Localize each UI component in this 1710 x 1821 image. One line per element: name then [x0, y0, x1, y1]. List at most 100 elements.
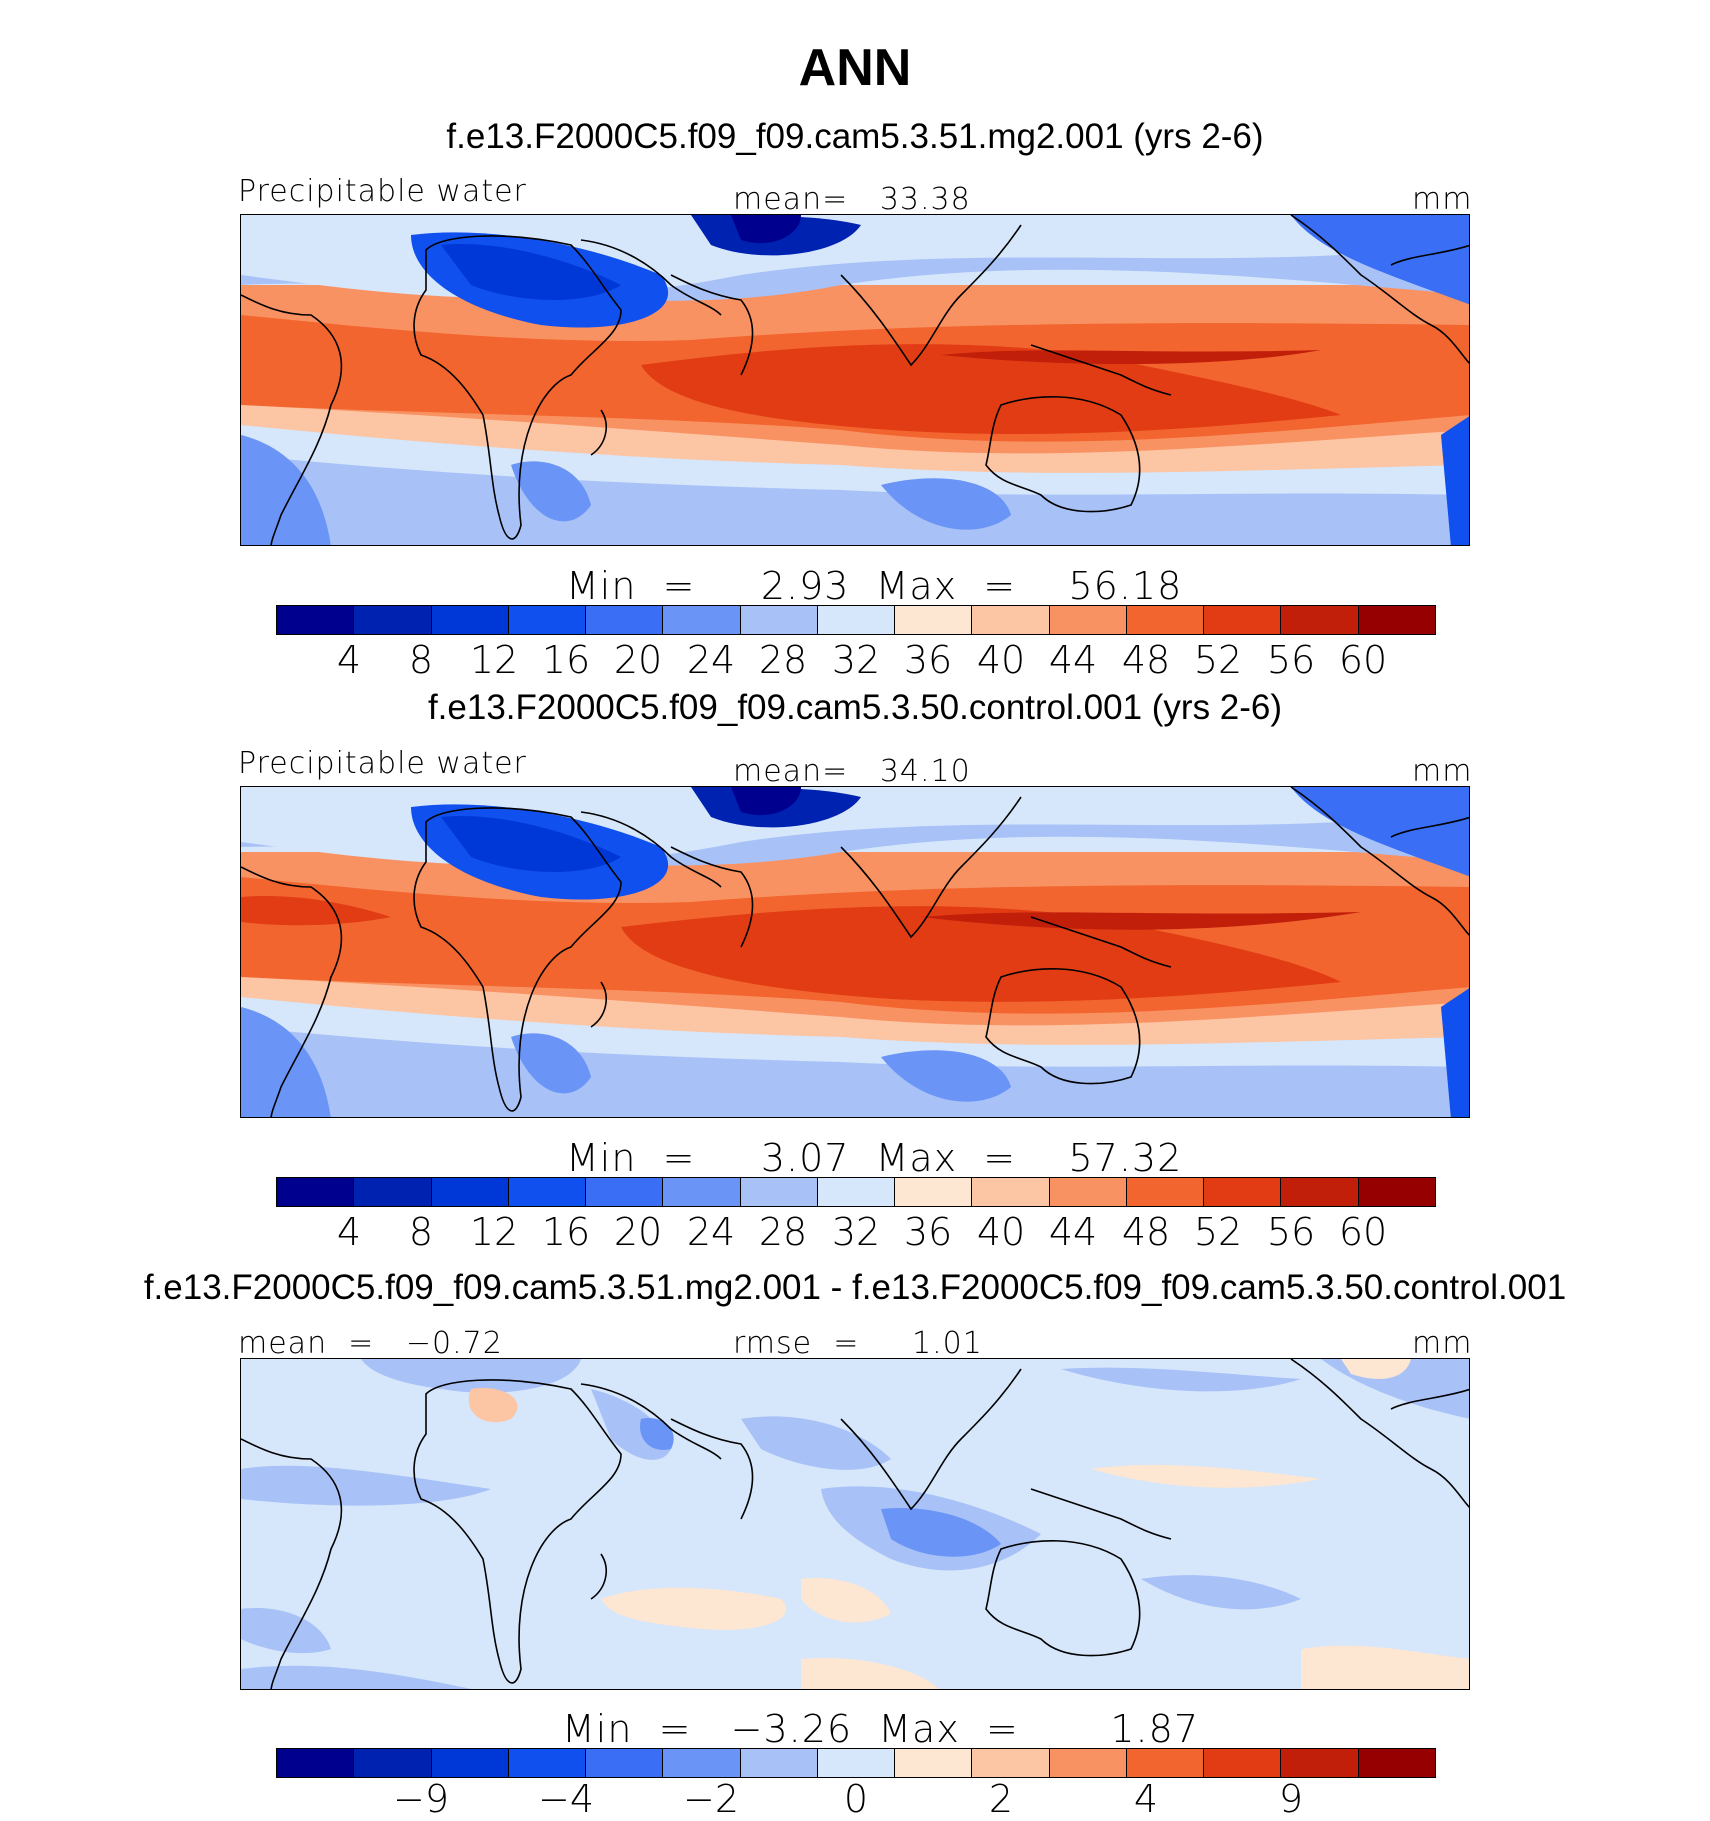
colorbar-tick: −9 [392, 1777, 450, 1821]
panel-1-colorbar [276, 605, 1436, 635]
panel-3-colorbar [276, 1748, 1436, 1778]
panel-2-variable-label: Precipitable water [238, 746, 527, 781]
colorbar-tick: 20 [613, 638, 663, 682]
panel-2-mean-label: mean= 34.10 [733, 754, 971, 789]
colorbar-tick: 4 [336, 638, 362, 682]
colorbar-swatch [1358, 1178, 1435, 1206]
colorbar-tick: 52 [1193, 638, 1243, 682]
colorbar-swatch [277, 606, 355, 634]
panel-2-minmax: Min = 3.07 Max = 57.32 [566, 1136, 1183, 1180]
colorbar-tick: −2 [682, 1777, 740, 1821]
colorbar-tick: 56 [1266, 1210, 1316, 1254]
colorbar-tick: 52 [1193, 1210, 1243, 1254]
colorbar-swatch [1049, 606, 1127, 634]
panel-1-units-label: mm [1412, 182, 1473, 217]
colorbar-swatch [277, 1178, 355, 1206]
colorbar-swatch [1358, 606, 1435, 634]
panel-2-run-title: f.e13.F2000C5.f09_f09.cam5.3.50.control.… [427, 688, 1283, 727]
colorbar-tick: 56 [1266, 638, 1316, 682]
colorbar-swatch [586, 1178, 664, 1206]
panel-3-mean-label: mean = −0.72 [238, 1326, 503, 1361]
colorbar-tick: 28 [758, 638, 808, 682]
colorbar-tick: 40 [976, 638, 1026, 682]
panel-2-units-label: mm [1412, 754, 1473, 789]
colorbar-swatch [1126, 1749, 1205, 1777]
panel-1-map [240, 214, 1470, 546]
colorbar-swatch [1281, 606, 1359, 634]
colorbar-tick: 2 [988, 1777, 1014, 1821]
colorbar-swatch [1358, 1749, 1435, 1777]
colorbar-swatch [972, 1178, 1050, 1206]
colorbar-tick: 0 [843, 1777, 869, 1821]
colorbar-tick: 24 [686, 1210, 736, 1254]
colorbar-swatch [1126, 606, 1205, 634]
colorbar-swatch [972, 606, 1050, 634]
colorbar-tick: 12 [469, 638, 519, 682]
colorbar-swatch [354, 1749, 432, 1777]
colorbar-swatch [1049, 1178, 1127, 1206]
colorbar-swatch [740, 606, 818, 634]
colorbar-swatch [508, 1749, 587, 1777]
panel-2-colorbar [276, 1177, 1436, 1207]
colorbar-swatch [740, 1178, 818, 1206]
colorbar-tick: 4 [1133, 1777, 1159, 1821]
panel-1-minmax: Min = 2.93 Max = 56.18 [566, 564, 1183, 608]
colorbar-tick: 4 [336, 1210, 362, 1254]
panel-1-mean-label: mean= 33.38 [733, 182, 971, 217]
panel-3-run-title: f.e13.F2000C5.f09_f09.cam5.3.51.mg2.001 … [143, 1268, 1567, 1307]
colorbar-swatch [817, 1178, 896, 1206]
colorbar-tick: 8 [408, 638, 434, 682]
colorbar-swatch [1049, 1749, 1127, 1777]
colorbar-tick: 8 [408, 1210, 434, 1254]
colorbar-swatch [586, 606, 664, 634]
colorbar-swatch [431, 1749, 509, 1777]
colorbar-swatch [1281, 1178, 1359, 1206]
colorbar-tick: 60 [1338, 1210, 1388, 1254]
colorbar-tick: 32 [831, 638, 881, 682]
colorbar-tick: 12 [469, 1210, 519, 1254]
colorbar-swatch [663, 606, 741, 634]
colorbar-tick: 44 [1048, 638, 1098, 682]
colorbar-tick: 36 [903, 638, 953, 682]
colorbar-swatch [508, 606, 587, 634]
colorbar-tick: 32 [831, 1210, 881, 1254]
colorbar-swatch [354, 606, 432, 634]
colorbar-tick: 44 [1048, 1210, 1098, 1254]
colorbar-tick: 60 [1338, 638, 1388, 682]
colorbar-swatch [895, 606, 973, 634]
panel-1-run-title: f.e13.F2000C5.f09_f09.cam5.3.51.mg2.001 … [446, 117, 1264, 156]
colorbar-swatch [1281, 1749, 1359, 1777]
colorbar-swatch [586, 1749, 664, 1777]
colorbar-tick: 36 [903, 1210, 953, 1254]
colorbar-swatch [354, 1178, 432, 1206]
colorbar-swatch [1204, 606, 1282, 634]
colorbar-tick: 28 [758, 1210, 808, 1254]
panel-3-map [240, 1358, 1470, 1690]
colorbar-tick: 48 [1121, 638, 1171, 682]
panel-1-variable-label: Precipitable water [238, 174, 527, 209]
colorbar-swatch [663, 1178, 741, 1206]
colorbar-swatch [1204, 1178, 1282, 1206]
colorbar-swatch [663, 1749, 741, 1777]
figure-title: ANN [798, 39, 912, 97]
colorbar-tick: 24 [686, 638, 736, 682]
panel-3-minmax: Min = −3.26 Max = 1.87 [562, 1707, 1199, 1751]
colorbar-swatch [817, 1749, 896, 1777]
colorbar-swatch [740, 1749, 818, 1777]
colorbar-tick: 20 [613, 1210, 663, 1254]
colorbar-swatch [1126, 1178, 1205, 1206]
colorbar-swatch [508, 1178, 587, 1206]
colorbar-tick: −4 [537, 1777, 595, 1821]
panel-3-rmse-label: rmse = 1.01 [733, 1326, 983, 1361]
colorbar-swatch [895, 1749, 973, 1777]
colorbar-swatch [1204, 1749, 1282, 1777]
colorbar-tick: 40 [976, 1210, 1026, 1254]
panel-2-map [240, 786, 1470, 1118]
colorbar-tick: 16 [541, 1210, 591, 1254]
colorbar-tick: 9 [1278, 1777, 1304, 1821]
colorbar-swatch [277, 1749, 355, 1777]
colorbar-swatch [972, 1749, 1050, 1777]
panel-3-units-label: mm [1412, 1326, 1473, 1361]
colorbar-swatch [431, 606, 509, 634]
colorbar-swatch [895, 1178, 973, 1206]
